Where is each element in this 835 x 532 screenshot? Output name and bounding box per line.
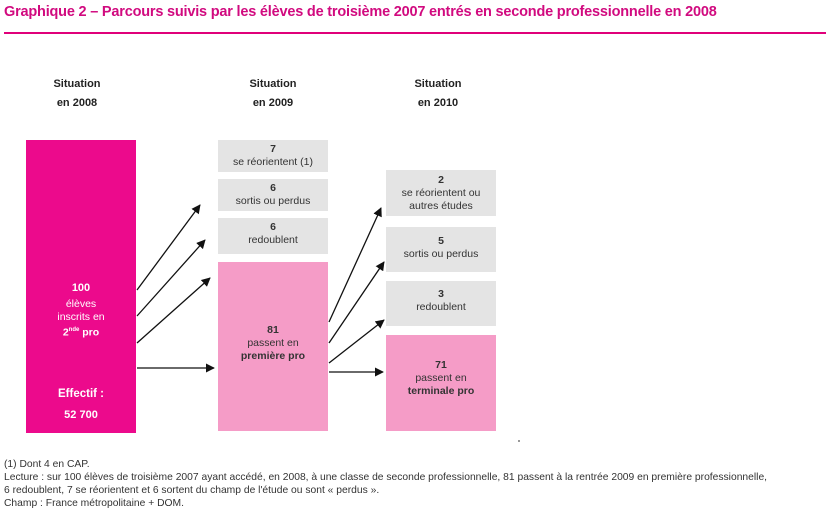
- start-label-line2: inscrits en: [57, 311, 105, 323]
- arrow-to-sortis-2009: [136, 239, 206, 317]
- box-2009-premiere-label1: passent en: [247, 337, 299, 349]
- arrow-to-reorient-2009: [136, 204, 201, 291]
- box-2010-reorient-value: 2: [438, 174, 444, 186]
- box-2010-sortis-value: 5: [438, 235, 444, 247]
- stray-dot: [518, 440, 520, 442]
- column-heading-2009-line1: Situation: [249, 78, 297, 90]
- arrow-to-reorient-2010: [328, 207, 382, 323]
- box-2009-reorient: 7 se réorientent (1): [218, 140, 328, 172]
- column-heading-2010-line1: Situation: [414, 78, 462, 90]
- effectif-value: 52 700: [64, 409, 98, 421]
- box-2010-redoublent-value: 3: [438, 288, 444, 300]
- box-2009-reorient-label: se réorientent (1): [233, 156, 313, 168]
- box-2009-sortis: 6 sortis ou perdus: [218, 179, 328, 211]
- column-heading-2009-line2: en 2009: [252, 97, 294, 109]
- footnotes: (1) Dont 4 en CAP. Lecture : sur 100 élè…: [4, 458, 830, 510]
- box-2009-premiere-value: 81: [267, 324, 279, 336]
- lecture-line1: Lecture : sur 100 élèves de troisième 20…: [4, 472, 768, 483]
- box-2010-reorient-label1: se réorientent ou: [401, 187, 481, 199]
- column-heading-2009: Situation en 2009: [218, 75, 328, 113]
- start-value: 100: [71, 282, 91, 294]
- start-label-line3-sup: nde: [68, 327, 80, 333]
- box-2009-sortis-label: sortis ou perdus: [235, 195, 311, 207]
- box-2009-sortis-value: 6: [270, 182, 276, 194]
- box-2009-redoublent-label: redoublent: [248, 234, 298, 246]
- box-2009-premiere: 81 passent en première pro: [218, 262, 328, 431]
- start-box-2008: 100 élèves inscrits en 2nde pro Effectif…: [26, 140, 136, 433]
- box-2010-sortis-label: sortis ou perdus: [403, 248, 479, 260]
- start-label-line3: 2nde pro: [26, 324, 136, 340]
- footnote-1: (1) Dont 4 en CAP.: [4, 459, 90, 470]
- box-2009-premiere-label2: première pro: [240, 350, 306, 362]
- box-2009-redoublent-value: 6: [270, 221, 276, 233]
- column-heading-2010-line2: en 2010: [417, 97, 459, 109]
- start-label-line3-num: 2: [62, 326, 69, 339]
- box-2009-reorient-value: 7: [270, 143, 276, 155]
- box-2009-redoublent: 6 redoublent: [218, 218, 328, 254]
- column-heading-2008-line2: en 2008: [56, 97, 98, 109]
- title-rule: [4, 32, 826, 34]
- arrow-to-redoublent-2009: [136, 277, 211, 344]
- effectif-label: Effectif :: [58, 388, 104, 400]
- box-2010-redoublent: 3 redoublent: [386, 281, 496, 326]
- column-heading-2010: Situation en 2010: [383, 75, 493, 113]
- arrow-to-sortis-2010: [328, 261, 385, 344]
- box-2010-redoublent-label: redoublent: [416, 301, 466, 313]
- lecture-line2: 6 redoublent, 7 se réorientent et 6 sort…: [4, 485, 380, 496]
- figure-title: Graphique 2 – Parcours suivis par les él…: [4, 4, 717, 20]
- box-2010-reorient: 2 se réorientent ou autres études: [386, 170, 496, 216]
- start-label-line3-rest: pro: [79, 326, 100, 339]
- box-2010-terminale: 71 passent en terminale pro: [386, 335, 496, 431]
- start-label-line1: élèves: [65, 298, 97, 310]
- column-heading-2008-line1: Situation: [53, 78, 101, 90]
- column-heading-2008: Situation en 2008: [22, 75, 132, 113]
- box-2010-sortis: 5 sortis ou perdus: [386, 227, 496, 272]
- box-2010-terminale-label2: terminale pro: [407, 385, 475, 397]
- arrow-to-redoublent-2010: [328, 319, 385, 364]
- box-2010-reorient-label2: autres études: [409, 200, 473, 212]
- box-2010-terminale-value: 71: [435, 359, 447, 371]
- champ-note: Champ : France métropolitaine + DOM.: [4, 498, 184, 509]
- box-2010-terminale-label1: passent en: [415, 372, 467, 384]
